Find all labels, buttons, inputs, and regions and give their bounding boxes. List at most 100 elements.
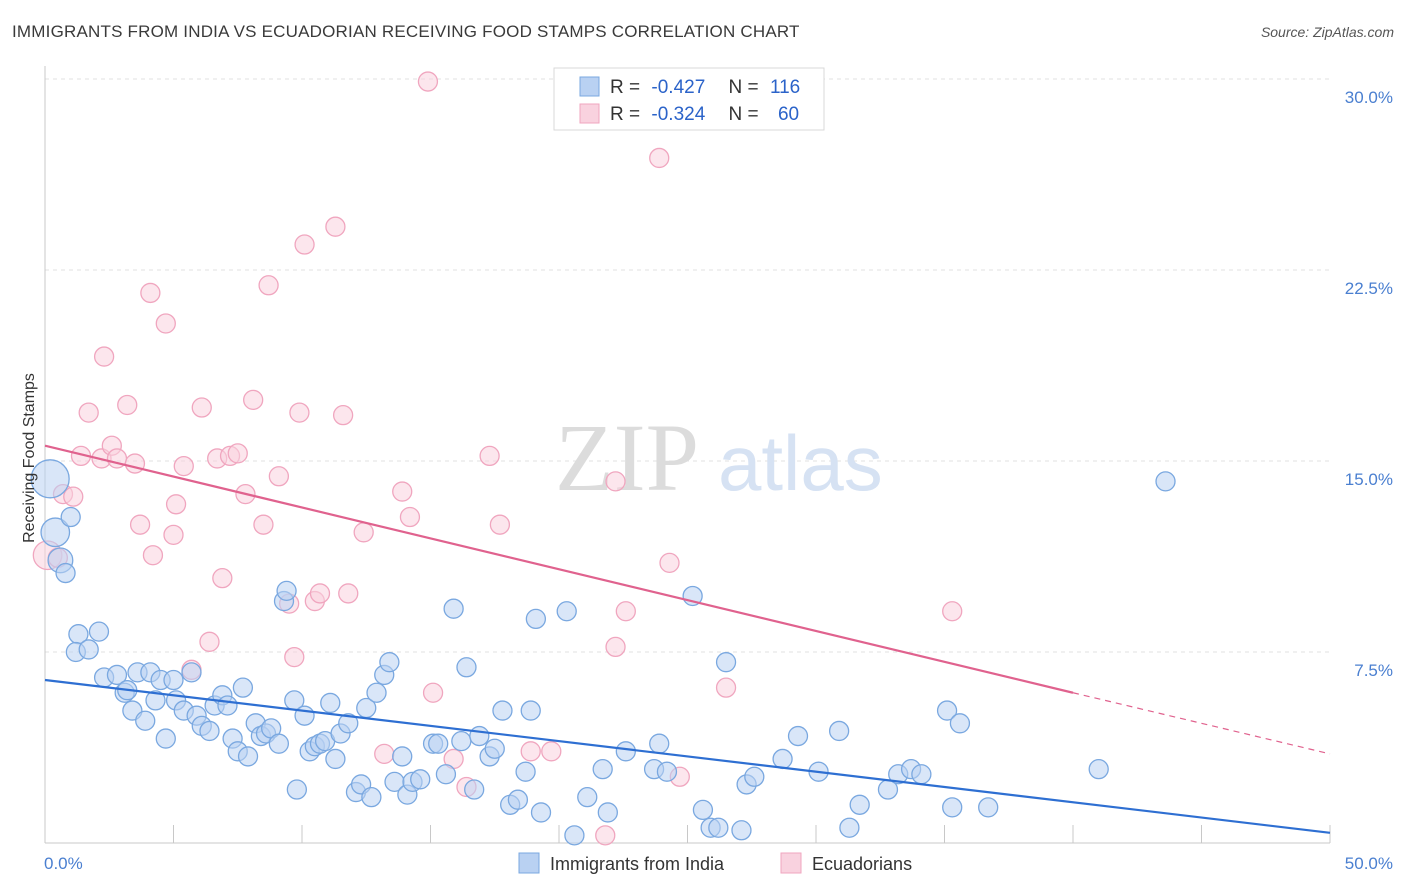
point-india	[615, 741, 636, 762]
point-india	[649, 733, 670, 754]
point-india	[1155, 471, 1176, 492]
point-india	[237, 746, 259, 767]
point-india	[772, 748, 793, 770]
point-ecuadorians	[155, 313, 176, 334]
grid-lines	[45, 78, 1330, 653]
y-axis-title: Receiving Food Stamps	[21, 373, 38, 543]
stats-r-value-1: -0.427	[651, 77, 705, 98]
svg-text:R = -0.427 N =: R = -0.427 N = 116	[610, 77, 800, 98]
point-ecuadorians	[227, 443, 248, 464]
point-ecuadorians	[284, 646, 305, 668]
point-india	[78, 639, 99, 660]
point-ecuadorians	[374, 743, 395, 765]
point-india	[1088, 758, 1109, 780]
point-india	[484, 738, 505, 759]
chart-source: Source: ZipAtlas.com	[1260, 24, 1394, 40]
point-india	[106, 664, 128, 686]
point-india	[949, 713, 971, 734]
point-ecuadorians	[332, 405, 354, 426]
point-india	[692, 799, 714, 821]
point-india	[392, 746, 413, 767]
point-ecuadorians	[489, 514, 511, 535]
point-india	[597, 802, 618, 823]
point-ecuadorians	[520, 741, 541, 762]
trend-lines	[44, 444, 1331, 834]
legend-label-india: Immigrants from India	[550, 854, 725, 874]
legend-swatch-ecuadorians	[780, 852, 802, 874]
y-tick-label: 7.5%	[1354, 661, 1393, 680]
point-india	[320, 692, 341, 714]
stats-r-label-1: R =	[610, 77, 640, 98]
point-india	[88, 621, 110, 642]
point-ecuadorians	[715, 677, 737, 698]
stats-r-label-2: R =	[610, 104, 640, 125]
point-ecuadorians	[124, 453, 146, 474]
point-india	[181, 662, 202, 683]
point-india	[286, 779, 308, 800]
point-india	[556, 601, 577, 622]
legend-swatch-india	[518, 852, 540, 874]
point-india	[464, 779, 485, 800]
point-ecuadorians	[163, 524, 184, 546]
chart-title: IMMIGRANTS FROM INDIA VS ECUADORIAN RECE…	[12, 22, 800, 41]
stats-legend: R = -0.427 N = 116 R = -0.324 N = 60	[553, 67, 825, 131]
point-ecuadorians	[605, 471, 626, 492]
point-ecuadorians	[392, 481, 413, 502]
point-india	[731, 820, 752, 841]
point-india	[744, 766, 765, 787]
point-india	[577, 787, 598, 808]
point-india	[911, 764, 932, 785]
point-india	[338, 713, 359, 734]
point-india	[155, 728, 176, 749]
point-ecuadorians	[165, 494, 187, 515]
point-india	[30, 459, 70, 499]
point-ecuadorians	[191, 397, 212, 418]
point-ecuadorians	[199, 631, 220, 652]
point-ecuadorians	[541, 741, 562, 762]
point-ecuadorians	[615, 601, 636, 622]
point-ecuadorians	[325, 216, 346, 237]
point-india	[145, 690, 166, 711]
axes	[44, 66, 1331, 844]
point-ecuadorians	[253, 514, 274, 535]
point-ecuadorians	[595, 825, 616, 846]
point-ecuadorians	[649, 147, 670, 169]
point-india	[379, 652, 400, 673]
point-ecuadorians	[129, 514, 151, 535]
point-ecuadorians	[243, 389, 264, 411]
point-india	[366, 682, 387, 703]
point-india	[828, 720, 850, 742]
point-india	[787, 725, 809, 747]
point-india	[492, 700, 513, 721]
point-india	[55, 562, 76, 584]
stats-swatch-ecuadorians	[579, 103, 600, 124]
data-points	[30, 71, 1176, 846]
point-india	[428, 733, 449, 754]
point-india	[515, 761, 536, 782]
point-india	[217, 695, 238, 716]
point-india	[361, 787, 382, 808]
point-ecuadorians	[142, 545, 164, 566]
stats-n-label-2: N =	[729, 104, 759, 125]
point-india	[135, 710, 156, 731]
point-ecuadorians	[338, 583, 359, 604]
trend-line-india	[44, 678, 1331, 834]
point-india	[849, 794, 870, 815]
point-ecuadorians	[117, 394, 138, 416]
point-india	[520, 700, 541, 721]
point-india	[410, 769, 431, 790]
point-ecuadorians	[399, 506, 421, 528]
point-india	[507, 789, 529, 810]
point-ecuadorians	[294, 234, 315, 255]
point-india	[443, 598, 464, 619]
point-ecuadorians	[479, 445, 500, 467]
point-ecuadorians	[659, 552, 680, 574]
point-india	[978, 797, 999, 818]
point-ecuadorians	[942, 601, 963, 622]
y-tick-label: 22.5%	[1345, 279, 1393, 298]
point-india	[942, 797, 963, 818]
point-ecuadorians	[309, 583, 331, 604]
point-ecuadorians	[353, 522, 374, 543]
point-india	[276, 580, 297, 602]
